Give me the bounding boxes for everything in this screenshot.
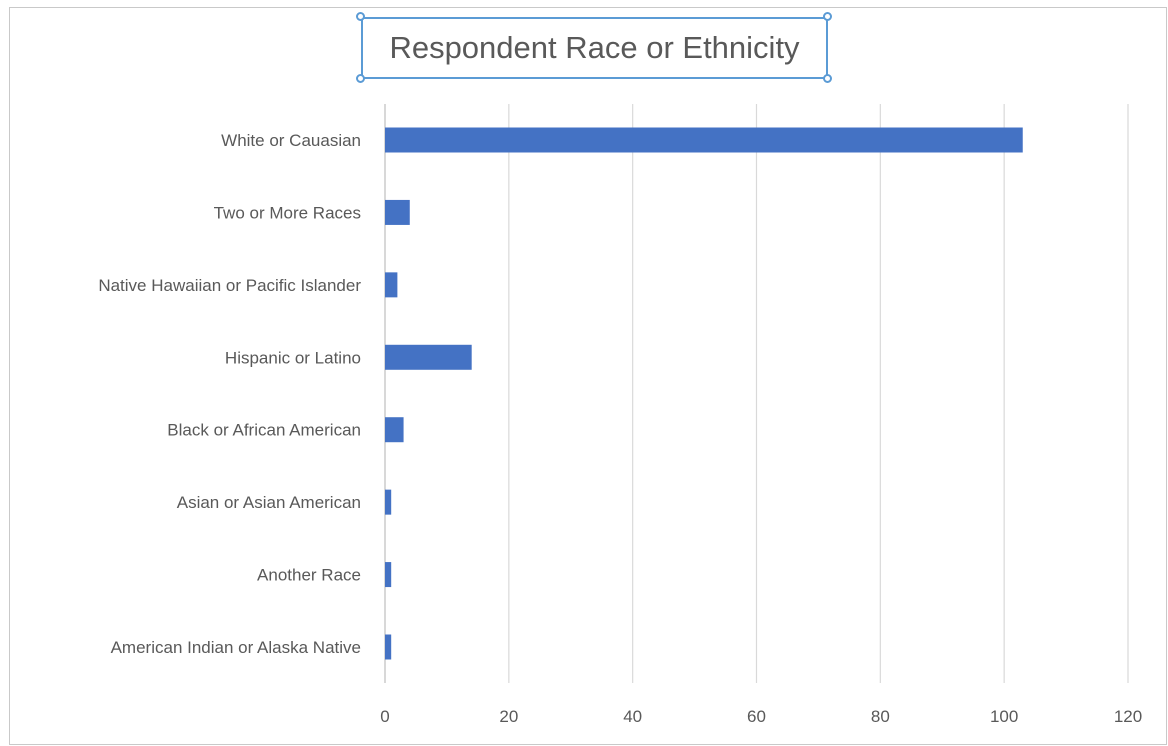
category-label: Hispanic or Latino [225, 348, 361, 367]
category-label: Asian or Asian American [177, 493, 361, 512]
x-tick-label: 40 [623, 707, 642, 726]
bar[interactable] [385, 272, 398, 298]
category-label: American Indian or Alaska Native [111, 638, 361, 657]
resize-handle-top-left[interactable] [356, 12, 365, 21]
category-label: Native Hawaiian or Pacific Islander [98, 276, 361, 295]
resize-handle-bottom-right[interactable] [823, 74, 832, 83]
bar[interactable] [385, 417, 404, 443]
bar[interactable] [385, 634, 392, 660]
category-label: Two or More Races [214, 203, 361, 222]
resize-handle-bottom-left[interactable] [356, 74, 365, 83]
bar[interactable] [385, 127, 1023, 153]
x-tick-label: 0 [380, 707, 389, 726]
category-label: Black or African American [167, 421, 361, 440]
x-tick-label: 20 [499, 707, 518, 726]
chart-title[interactable]: Respondent Race or Ethnicity [389, 30, 800, 65]
resize-handle-top-right[interactable] [823, 12, 832, 21]
chart-title-box[interactable]: Respondent Race or Ethnicity [361, 17, 828, 79]
x-tick-label: 120 [1114, 707, 1142, 726]
bar[interactable] [385, 199, 410, 225]
x-tick-label: 60 [747, 707, 766, 726]
bar[interactable] [385, 489, 392, 515]
category-label: White or Cauasian [221, 131, 361, 150]
bar[interactable] [385, 562, 392, 588]
x-tick-label: 100 [990, 707, 1018, 726]
category-label: Another Race [257, 566, 361, 585]
x-tick-label: 80 [871, 707, 890, 726]
bar[interactable] [385, 344, 472, 370]
